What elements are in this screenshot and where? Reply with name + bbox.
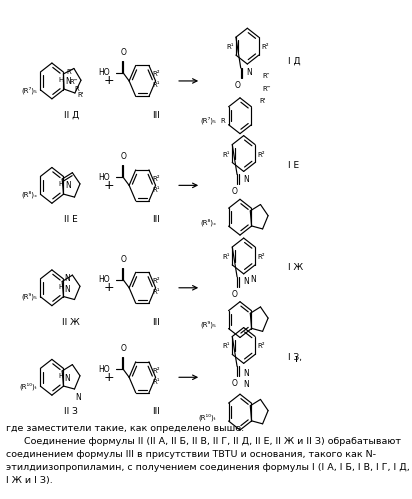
- Text: R¹: R¹: [222, 343, 230, 349]
- Text: Соединение формулы II (II А, II Б, II В, II Г, II Д, II Е, II Ж и II З) обрабаты: Соединение формулы II (II А, II Б, II В,…: [6, 437, 401, 446]
- Text: I Д: I Д: [288, 56, 300, 65]
- Text: R²: R²: [258, 343, 265, 349]
- Text: R‴: R‴: [263, 86, 271, 92]
- Text: N: N: [250, 275, 256, 284]
- Text: R¹: R¹: [152, 379, 159, 385]
- Text: R: R: [75, 86, 80, 92]
- Text: N: N: [243, 277, 249, 286]
- Text: O: O: [231, 290, 237, 299]
- Text: HO: HO: [98, 68, 110, 77]
- Text: III: III: [152, 318, 159, 327]
- Text: O: O: [231, 379, 237, 388]
- Text: R¹: R¹: [226, 44, 234, 50]
- Text: где заместители такие, как определено выше.: где заместители такие, как определено вы…: [6, 424, 244, 433]
- Text: N: N: [64, 284, 70, 293]
- Text: соединением формулы III в присутствии TBTU и основания, такого как N-: соединением формулы III в присутствии TB…: [6, 450, 376, 459]
- Text: II Ж: II Ж: [62, 318, 80, 327]
- Text: N: N: [64, 374, 70, 383]
- Text: (R⁷)₅: (R⁷)₅: [21, 86, 37, 94]
- Text: R²: R²: [261, 44, 269, 50]
- Text: I Ж и I З).: I Ж и I З).: [6, 476, 53, 485]
- Text: R²: R²: [152, 368, 159, 374]
- Text: HO: HO: [98, 275, 110, 284]
- Text: N: N: [65, 181, 71, 190]
- Text: +: +: [104, 74, 115, 87]
- Text: O: O: [120, 344, 126, 353]
- Text: H: H: [58, 181, 63, 187]
- Text: +: +: [104, 179, 115, 192]
- Text: R²: R²: [258, 254, 265, 260]
- Text: R¹: R¹: [222, 152, 230, 158]
- Text: II З: II З: [64, 407, 78, 416]
- Text: R: R: [220, 118, 225, 124]
- Text: R': R': [260, 98, 267, 104]
- Text: (R⁸)ₓ: (R⁸)ₓ: [200, 219, 217, 226]
- Text: III: III: [152, 407, 159, 416]
- Text: R¹: R¹: [222, 254, 230, 260]
- Text: N: N: [243, 380, 249, 389]
- Text: N: N: [243, 175, 249, 184]
- Text: (R⁸)ₓ: (R⁸)ₓ: [21, 191, 37, 198]
- Text: II Д: II Д: [63, 111, 79, 120]
- Text: R': R': [78, 92, 84, 98]
- Text: III: III: [152, 111, 159, 120]
- Text: (R⁹)₅: (R⁹)₅: [21, 293, 37, 300]
- Text: R″: R″: [263, 73, 270, 79]
- Text: I З,: I З,: [288, 353, 302, 362]
- Text: H: H: [59, 77, 64, 83]
- Text: O: O: [120, 153, 126, 162]
- Text: ı: ı: [295, 354, 298, 364]
- Text: R″: R″: [66, 69, 74, 75]
- Text: O: O: [120, 255, 126, 264]
- Text: R‴: R‴: [69, 79, 78, 85]
- Text: N: N: [66, 77, 71, 86]
- Text: I Е: I Е: [288, 161, 299, 170]
- Text: N: N: [64, 274, 70, 283]
- Text: O: O: [235, 81, 241, 90]
- Text: N: N: [247, 68, 253, 77]
- Text: (R¹⁰)ₜ: (R¹⁰)ₜ: [199, 413, 217, 421]
- Text: +: +: [104, 281, 115, 294]
- Text: R²: R²: [152, 278, 159, 284]
- Text: этилдиизопропиламин, с получением соединения формулы I (I А, I Б, I В, I Г, I Д,: этилдиизопропиламин, с получением соедин…: [6, 463, 412, 472]
- Text: R¹: R¹: [152, 187, 159, 193]
- Text: R²: R²: [152, 71, 159, 77]
- Text: N: N: [75, 393, 81, 402]
- Text: O: O: [231, 187, 237, 196]
- Text: HO: HO: [98, 365, 110, 374]
- Text: III: III: [152, 215, 159, 224]
- Text: H: H: [58, 373, 63, 379]
- Text: (R⁹)₅: (R⁹)₅: [201, 321, 217, 328]
- Text: (R⁷)₅: (R⁷)₅: [201, 117, 217, 124]
- Text: R²: R²: [258, 152, 265, 158]
- Text: II Е: II Е: [64, 215, 78, 224]
- Text: N: N: [243, 369, 249, 378]
- Text: (R¹⁰)ₜ: (R¹⁰)ₜ: [20, 383, 37, 390]
- Text: H: H: [58, 283, 63, 289]
- Text: +: +: [104, 371, 115, 384]
- Text: I Ж: I Ж: [288, 263, 303, 272]
- Text: HO: HO: [98, 173, 110, 182]
- Text: R²: R²: [152, 176, 159, 182]
- Text: O: O: [120, 48, 126, 57]
- Text: R¹: R¹: [152, 82, 159, 88]
- Text: R¹: R¹: [152, 289, 159, 295]
